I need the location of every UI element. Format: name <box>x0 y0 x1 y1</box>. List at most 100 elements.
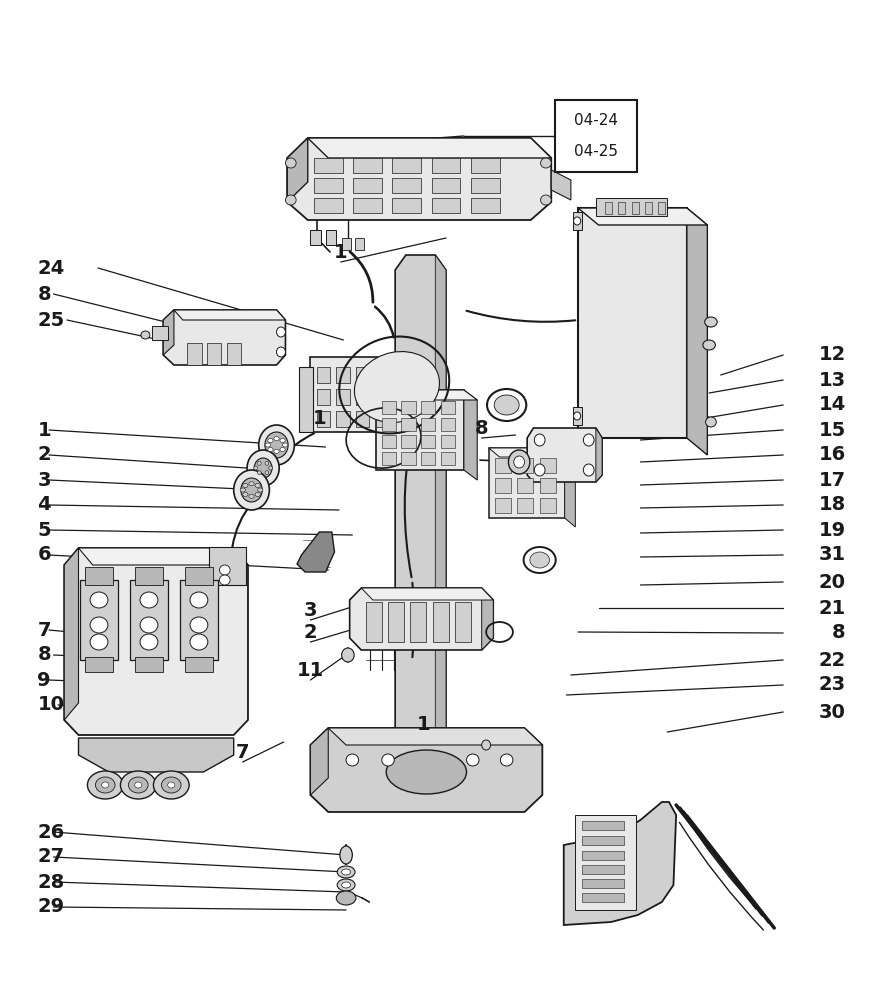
Bar <box>135 657 163 672</box>
Bar <box>432 158 460 173</box>
Bar <box>356 367 369 383</box>
Bar <box>605 202 612 214</box>
Text: 26: 26 <box>37 822 65 842</box>
Ellipse shape <box>382 754 394 766</box>
Bar <box>209 547 246 585</box>
Text: 24: 24 <box>37 258 65 277</box>
Bar <box>582 836 624 845</box>
Polygon shape <box>565 448 575 527</box>
Ellipse shape <box>120 771 156 799</box>
Ellipse shape <box>706 417 716 427</box>
Ellipse shape <box>268 438 273 442</box>
Ellipse shape <box>135 782 142 788</box>
Text: 16: 16 <box>818 446 846 464</box>
Ellipse shape <box>277 327 285 337</box>
Ellipse shape <box>277 347 285 357</box>
Bar <box>582 893 624 902</box>
Bar <box>185 657 213 672</box>
Ellipse shape <box>265 432 288 458</box>
Polygon shape <box>596 428 602 482</box>
Text: 1: 1 <box>417 716 431 734</box>
Polygon shape <box>130 580 168 660</box>
Ellipse shape <box>190 634 208 650</box>
Ellipse shape <box>274 449 279 453</box>
Bar <box>185 567 213 585</box>
Text: 1: 1 <box>37 420 51 440</box>
Polygon shape <box>180 580 218 660</box>
Ellipse shape <box>140 634 158 650</box>
Bar <box>432 198 460 213</box>
Polygon shape <box>464 390 477 480</box>
Bar <box>376 389 389 405</box>
Bar <box>356 411 369 427</box>
Bar <box>382 435 396 448</box>
Bar <box>85 657 113 672</box>
Ellipse shape <box>255 484 260 488</box>
Text: 12: 12 <box>818 346 846 364</box>
Polygon shape <box>310 728 328 795</box>
Bar <box>575 815 636 910</box>
Text: 20: 20 <box>819 572 846 591</box>
Ellipse shape <box>340 846 352 864</box>
Ellipse shape <box>574 217 581 225</box>
Ellipse shape <box>90 617 108 633</box>
Bar <box>353 158 382 173</box>
Text: 18: 18 <box>818 495 846 514</box>
Bar <box>658 202 665 214</box>
Ellipse shape <box>168 782 175 788</box>
Bar <box>582 821 624 830</box>
Bar <box>441 401 455 414</box>
Ellipse shape <box>241 478 262 502</box>
Ellipse shape <box>500 754 513 766</box>
Bar <box>356 389 369 405</box>
Bar <box>326 230 336 245</box>
Bar <box>314 178 343 193</box>
Polygon shape <box>163 310 174 355</box>
Bar <box>310 357 400 432</box>
Bar <box>582 865 624 874</box>
Text: 27: 27 <box>37 848 64 866</box>
Bar <box>645 202 652 214</box>
Ellipse shape <box>482 740 491 750</box>
Bar <box>432 178 460 193</box>
Ellipse shape <box>336 891 356 905</box>
Bar <box>366 602 382 642</box>
Ellipse shape <box>258 488 263 492</box>
Bar <box>310 230 321 245</box>
Ellipse shape <box>285 195 296 205</box>
Bar <box>342 238 351 250</box>
Text: 25: 25 <box>37 310 65 330</box>
Bar <box>401 452 416 465</box>
Bar <box>392 158 421 173</box>
Ellipse shape <box>87 771 123 799</box>
Bar <box>489 448 565 518</box>
Polygon shape <box>527 428 602 482</box>
Bar <box>582 879 624 888</box>
Bar <box>495 478 511 493</box>
Bar <box>441 452 455 465</box>
Ellipse shape <box>140 617 158 633</box>
Bar <box>376 411 389 427</box>
Text: 9: 9 <box>37 670 51 690</box>
Text: 4: 4 <box>37 495 51 514</box>
Bar <box>433 602 449 642</box>
Polygon shape <box>163 310 285 365</box>
Bar <box>471 198 500 213</box>
Bar <box>401 418 416 431</box>
Ellipse shape <box>265 443 270 447</box>
Bar <box>382 418 396 431</box>
Text: 2: 2 <box>37 446 51 464</box>
Ellipse shape <box>494 395 519 415</box>
Text: 04-25: 04-25 <box>574 144 618 159</box>
Bar <box>573 212 582 230</box>
Ellipse shape <box>265 461 268 465</box>
Ellipse shape <box>243 492 248 496</box>
Bar <box>471 158 500 173</box>
Text: 3: 3 <box>303 600 318 619</box>
Bar <box>299 367 313 432</box>
Bar <box>540 458 556 473</box>
Polygon shape <box>350 588 493 650</box>
Bar <box>495 498 511 513</box>
Text: 8: 8 <box>37 646 51 664</box>
Polygon shape <box>64 548 78 720</box>
